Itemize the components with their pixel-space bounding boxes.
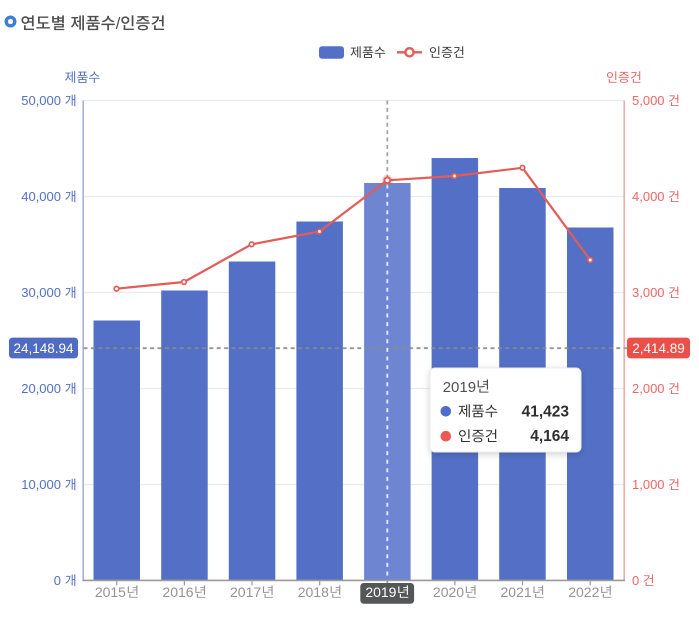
svg-text:2022: 2022 bbox=[568, 584, 599, 600]
svg-text:40,000: 40,000 bbox=[21, 189, 61, 204]
svg-text:1,000: 1,000 bbox=[632, 477, 665, 492]
svg-text:2021: 2021 bbox=[501, 584, 532, 600]
svg-text:41,423: 41,423 bbox=[522, 403, 570, 420]
svg-text:20,000: 20,000 bbox=[21, 381, 61, 396]
svg-text:0: 0 bbox=[54, 573, 61, 588]
svg-text:2020: 2020 bbox=[433, 584, 464, 600]
svg-text:5,000: 5,000 bbox=[632, 93, 665, 108]
svg-text:4,164: 4,164 bbox=[530, 428, 569, 445]
svg-text:2016: 2016 bbox=[162, 584, 193, 600]
svg-text:0: 0 bbox=[632, 573, 639, 588]
svg-text:3,000: 3,000 bbox=[632, 285, 665, 300]
svg-text:2018: 2018 bbox=[298, 584, 329, 600]
svg-text:2,000: 2,000 bbox=[632, 381, 665, 396]
svg-text:10,000: 10,000 bbox=[21, 477, 61, 492]
svg-text:2017: 2017 bbox=[230, 584, 261, 600]
svg-text:2019: 2019 bbox=[365, 584, 396, 600]
svg-text:50,000: 50,000 bbox=[21, 93, 61, 108]
svg-text:/: / bbox=[116, 15, 121, 33]
svg-text:4,000: 4,000 bbox=[632, 189, 665, 204]
svg-text:2019: 2019 bbox=[443, 379, 476, 396]
svg-text:30,000: 30,000 bbox=[21, 285, 61, 300]
svg-text:2015: 2015 bbox=[95, 584, 126, 600]
svg-text:24,148.94: 24,148.94 bbox=[13, 341, 74, 356]
svg-text:2,414.89: 2,414.89 bbox=[632, 341, 685, 356]
